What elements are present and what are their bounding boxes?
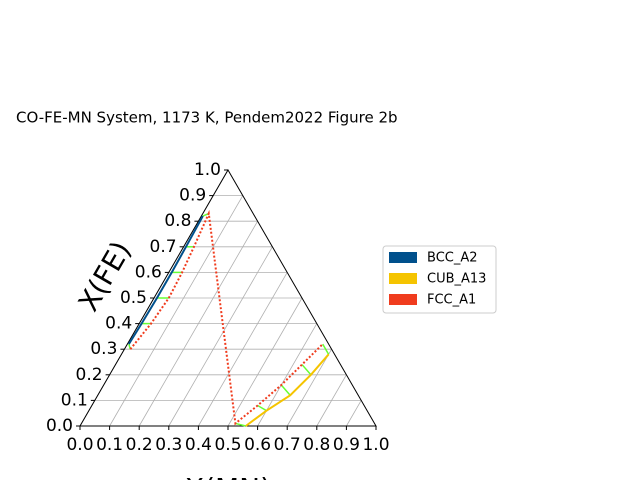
x-tick-label: 0.6 [244, 435, 271, 455]
legend-label: FCC_A1 [427, 293, 476, 308]
grid-line [346, 400, 362, 427]
grid-line [109, 195, 244, 427]
phase-boundary [127, 215, 204, 345]
legend-swatch [389, 252, 417, 263]
x-tick-label: 0.2 [126, 435, 153, 455]
y-tick-label: 0.0 [46, 416, 73, 436]
y-tick-label: 0.2 [76, 365, 103, 385]
legend-label: CUB_A13 [427, 272, 486, 287]
grid-line [168, 246, 273, 427]
x-tick-label: 0.5 [214, 435, 241, 455]
y-tick-label: 0.6 [135, 262, 162, 282]
y-tick-label: 0.4 [105, 314, 132, 334]
x-tick-label: 0.1 [96, 435, 123, 455]
y-tick-label: 0.7 [150, 237, 177, 257]
tie-line [301, 364, 312, 376]
x-tick-label: 0.3 [155, 435, 182, 455]
x-tick-label: 0.9 [333, 435, 360, 455]
x-tick-label: 0.4 [185, 435, 212, 455]
tie-line [322, 343, 330, 355]
legend-swatch [389, 273, 417, 284]
x-tick-label: 0.7 [274, 435, 301, 455]
grid-line [227, 297, 303, 427]
y-tick-label: 1.0 [194, 160, 221, 180]
phase-boundary [129, 209, 324, 426]
tie-line [280, 384, 291, 396]
legend-label: BCC_A2 [427, 251, 478, 266]
x-tick-label: 1.0 [362, 435, 389, 455]
x-tick-label: 0.0 [66, 435, 93, 455]
y-tick-label: 0.3 [90, 339, 117, 359]
x-tick-label: 0.8 [303, 435, 330, 455]
grid-line [286, 348, 332, 427]
triangle-frame [79, 169, 377, 427]
legend-swatch [389, 294, 417, 305]
tie-line [257, 404, 267, 412]
chart-title: CO-FE-MN System, 1173 K, Pendem2022 Figu… [16, 109, 398, 127]
y-tick-label: 0.8 [164, 211, 191, 231]
y-tick-label: 0.5 [120, 288, 147, 308]
y-tick-label: 0.1 [61, 390, 88, 410]
tie-line [235, 422, 246, 427]
x-axis-label: X(MN) [185, 472, 271, 480]
y-tick-label: 0.9 [179, 186, 206, 206]
phase-boundary [245, 353, 330, 427]
